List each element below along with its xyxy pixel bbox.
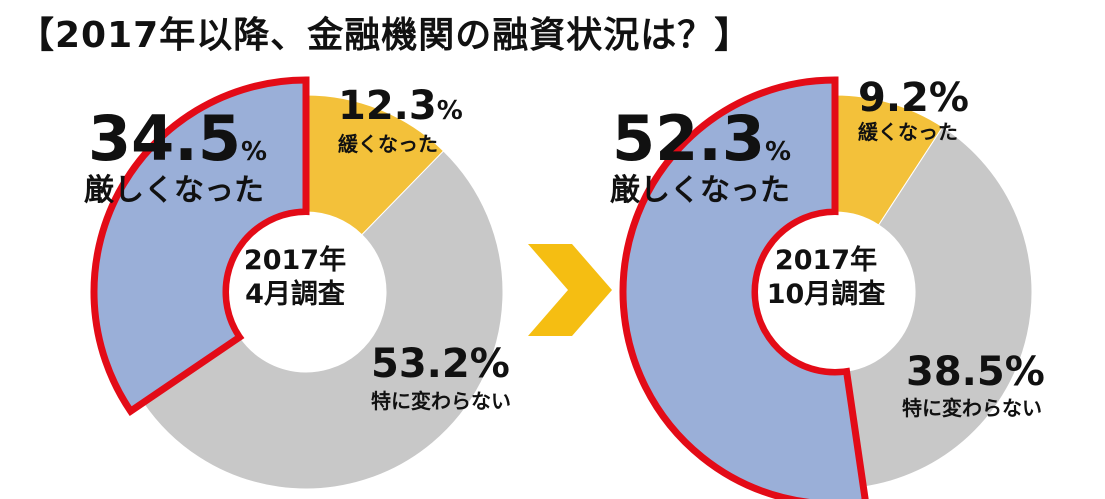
chart-title: 【2017年以降、金融機関の融資状況は？】 <box>18 15 752 56</box>
donut-october <box>619 76 1033 499</box>
donut-hole <box>758 215 912 369</box>
strict-value-october: 52.3% <box>612 102 792 175</box>
center-label-october: 2017年 10月調査 <box>766 245 886 310</box>
donut-hole <box>229 215 383 369</box>
slice-loose <box>305 94 445 236</box>
loose-value-april: 12.3% <box>338 83 463 129</box>
arrow-icon <box>528 244 612 336</box>
slice-strict <box>619 76 869 499</box>
slice-same <box>845 126 1033 488</box>
loose-label-april: 緩くなった <box>338 132 438 156</box>
center-label-april: 2017年 4月調査 <box>243 245 347 310</box>
same-value-october: 38.5% <box>906 349 1045 395</box>
same-value-april: 53.2% <box>371 341 510 387</box>
same-label-april: 特に変わらない <box>371 389 511 413</box>
donut-april <box>90 76 504 490</box>
strict-label-october: 厳しくなった <box>610 173 790 208</box>
loose-value-october: 9.2% <box>858 75 969 121</box>
strict-value-april: 34.5% <box>88 102 268 175</box>
slice-same <box>142 150 504 490</box>
slice-strict <box>90 76 310 417</box>
loose-label-october: 緩くなった <box>858 120 958 144</box>
strict-label-april: 厳しくなった <box>84 173 264 208</box>
same-label-october: 特に変わらない <box>902 396 1042 420</box>
